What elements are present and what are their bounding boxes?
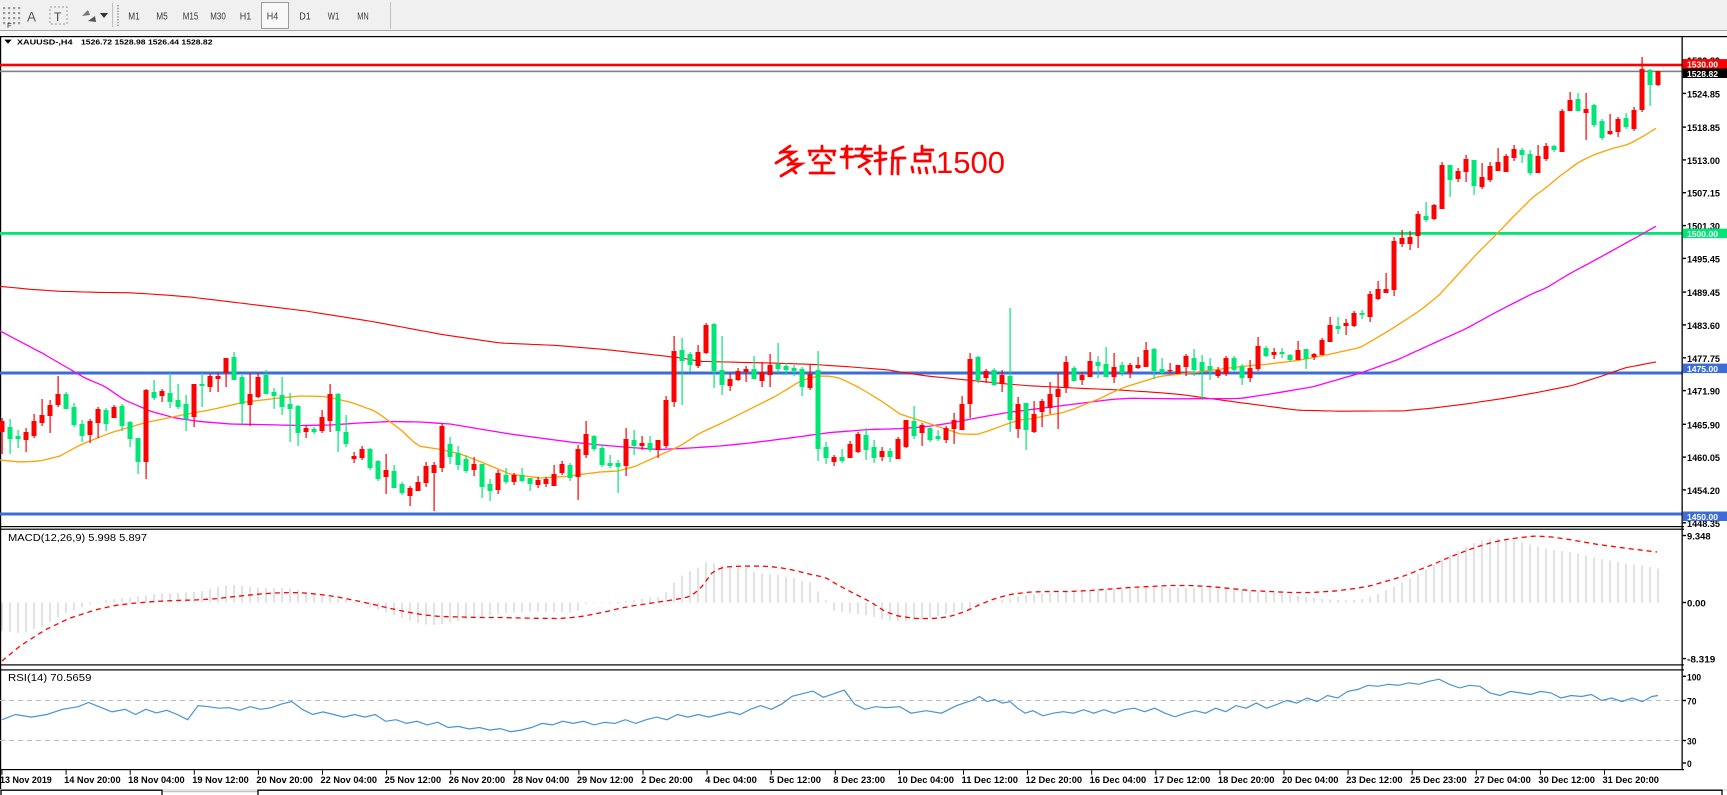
svg-text:10 Dec 04:00: 10 Dec 04:00 <box>897 775 954 785</box>
svg-text:1528.82: 1528.82 <box>1687 69 1718 79</box>
svg-text:1454.20: 1454.20 <box>1687 486 1720 496</box>
svg-text:XAUUSD-,H4: XAUUSD-,H4 <box>17 37 73 46</box>
svg-text:1501.30: 1501.30 <box>1687 222 1720 232</box>
svg-text:1530.00: 1530.00 <box>1687 60 1718 70</box>
svg-text:70: 70 <box>1687 697 1696 707</box>
svg-text:20 Nov 20:00: 20 Nov 20:00 <box>256 775 313 785</box>
svg-text:1450.00: 1450.00 <box>1687 512 1718 522</box>
svg-text:M30: M30 <box>210 12 226 23</box>
svg-text:28 Nov 04:00: 28 Nov 04:00 <box>513 775 570 785</box>
svg-text:1471.90: 1471.90 <box>1687 387 1720 397</box>
svg-text:1489.45: 1489.45 <box>1687 288 1720 298</box>
svg-text:8 Dec 23:00: 8 Dec 23:00 <box>833 775 885 785</box>
svg-text:1495.45: 1495.45 <box>1687 254 1720 264</box>
svg-text:1460.05: 1460.05 <box>1687 453 1720 463</box>
svg-text:11 Dec 12:00: 11 Dec 12:00 <box>962 775 1019 785</box>
svg-text:25 Nov 12:00: 25 Nov 12:00 <box>385 775 442 785</box>
svg-text:30: 30 <box>1687 737 1696 747</box>
svg-text:1483.60: 1483.60 <box>1687 321 1720 331</box>
svg-text:1465.90: 1465.90 <box>1687 420 1720 430</box>
svg-text:26 Nov 20:00: 26 Nov 20:00 <box>449 775 506 785</box>
svg-text:0.00: 0.00 <box>1687 599 1706 609</box>
svg-text:-8.319: -8.319 <box>1687 655 1715 665</box>
svg-text:30 Dec 12:00: 30 Dec 12:00 <box>1538 775 1595 785</box>
svg-text:A: A <box>27 10 36 25</box>
svg-text:4 Dec 04:00: 4 Dec 04:00 <box>705 775 757 785</box>
svg-text:M1: M1 <box>128 12 140 23</box>
svg-text:D1: D1 <box>299 12 311 23</box>
svg-text:22 Nov 04:00: 22 Nov 04:00 <box>321 775 378 785</box>
svg-text:1500: 1500 <box>936 145 1005 180</box>
svg-text:9.348: 9.348 <box>1687 532 1711 542</box>
svg-text:5 Dec 12:00: 5 Dec 12:00 <box>769 775 821 785</box>
svg-text:17 Dec 12:00: 17 Dec 12:00 <box>1154 775 1211 785</box>
svg-text:29 Nov 12:00: 29 Nov 12:00 <box>577 775 634 785</box>
svg-text:18 Dec 20:00: 18 Dec 20:00 <box>1218 775 1275 785</box>
svg-text:19 Nov 12:00: 19 Nov 12:00 <box>192 775 249 785</box>
svg-text:RSI(14) 70.5659: RSI(14) 70.5659 <box>8 673 92 684</box>
svg-text:1524.85: 1524.85 <box>1687 89 1720 99</box>
svg-text:31 Dec 20:00: 31 Dec 20:00 <box>1603 775 1660 785</box>
svg-text:20 Dec 04:00: 20 Dec 04:00 <box>1282 775 1339 785</box>
svg-text:1500.00: 1500.00 <box>1687 229 1718 239</box>
svg-text:MACD(12,26,9) 5.998 5.897: MACD(12,26,9) 5.998 5.897 <box>8 533 147 544</box>
svg-text:1518.85: 1518.85 <box>1687 123 1720 133</box>
svg-text:MN: MN <box>357 12 369 23</box>
svg-text:T: T <box>54 10 62 24</box>
svg-text:1475.00: 1475.00 <box>1687 364 1718 374</box>
svg-text:18 Nov 04:00: 18 Nov 04:00 <box>128 775 185 785</box>
svg-text:1526.72 1528.98 1526.44 1528.8: 1526.72 1528.98 1526.44 1528.82 <box>81 37 213 46</box>
svg-text:0: 0 <box>1687 759 1692 769</box>
svg-text:1507.15: 1507.15 <box>1687 189 1720 199</box>
svg-text:12 Dec 20:00: 12 Dec 20:00 <box>1026 775 1083 785</box>
svg-text:23 Dec 12:00: 23 Dec 12:00 <box>1346 775 1403 785</box>
svg-text:13 Nov 2019: 13 Nov 2019 <box>0 775 52 785</box>
svg-text:M15: M15 <box>183 12 199 23</box>
svg-text:H4: H4 <box>267 12 279 23</box>
svg-text:M5: M5 <box>156 12 168 23</box>
svg-text:14 Nov 20:00: 14 Nov 20:00 <box>64 775 121 785</box>
svg-text:25 Dec 23:00: 25 Dec 23:00 <box>1410 775 1467 785</box>
svg-text:27 Dec 04:00: 27 Dec 04:00 <box>1474 775 1531 785</box>
svg-text:1448.35: 1448.35 <box>1687 519 1720 529</box>
svg-text:2 Dec 20:00: 2 Dec 20:00 <box>641 775 693 785</box>
svg-text:100: 100 <box>1687 672 1701 682</box>
svg-text:16 Dec 04:00: 16 Dec 04:00 <box>1090 775 1147 785</box>
svg-text:W1: W1 <box>328 12 340 23</box>
svg-text:1477.75: 1477.75 <box>1687 354 1720 364</box>
svg-text:1513.00: 1513.00 <box>1687 156 1720 166</box>
svg-text:H1: H1 <box>240 12 252 23</box>
svg-text:F: F <box>7 21 12 30</box>
